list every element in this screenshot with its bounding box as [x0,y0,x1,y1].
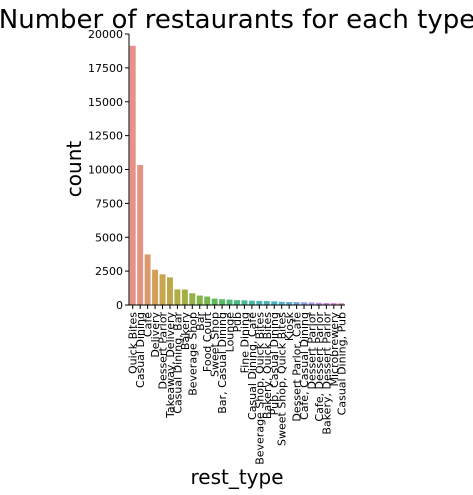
bar [308,302,315,305]
bar [204,296,211,305]
bar [271,301,278,305]
x-tick-label: Dessert Parlor [157,312,170,390]
x-tick-label: Sweet Shop, Quick Bites [276,312,289,446]
x-tick-label: Food Court [201,311,214,372]
x-tick-label: Pub, Casual Dining [268,312,281,415]
bar [330,303,337,305]
x-tick-label: Microbrewery [328,312,341,387]
bar [159,274,166,305]
x-tick-label: Fine Dining [238,312,251,373]
x-tick-label: Dessert Parlor [305,312,318,390]
x-tick-label: Bakery, Dessert Parlor [320,312,333,435]
bar [315,302,322,305]
x-tick-label: Casual Dining, Bar [171,312,184,414]
y-tick-label: 5000 [95,231,123,244]
y-tick-label: 2500 [95,265,123,278]
x-tick-label: Bar [194,312,207,331]
bar [241,300,248,305]
x-tick-label: Casual Dining, Cafe [246,312,259,420]
x-axis-label: rest_type [190,465,283,489]
bar [301,302,308,305]
bar [189,293,196,305]
bar [196,295,203,305]
y-tick-label: 17500 [88,62,123,75]
chart-title: Number of restaurants for each type [0,5,473,35]
bar [323,302,330,305]
bar [226,299,233,305]
bar [152,269,159,305]
y-tick-label: 0 [116,299,123,312]
bar [166,277,173,305]
bar [263,301,270,305]
bar [256,300,263,305]
bar [293,302,300,305]
bar [286,302,293,305]
x-tick-label: Beverage Shop, Quick Bites [253,312,266,465]
bar [144,254,151,305]
y-tick-label: 10000 [88,164,123,177]
x-tick-label: Delivery [149,312,162,358]
x-tick-label: Casual Dining, Pub [335,312,348,415]
x-tick-label: Beverage Shop [186,312,199,396]
y-tick-label: 12500 [88,130,123,143]
bar [219,299,226,305]
bar [234,300,240,305]
x-tick-label: Cafe, Casual Dining [298,312,311,420]
x-tick-label: Takeaway, Delivery [164,312,177,420]
plot-area: 0 2500 5000 7500 10000 12500 15000 17500 20000 Qu… [88,28,348,465]
x-tick-label: Lounge [224,312,237,353]
x-tick-label: Kiosk [283,311,296,341]
x-tick-label: Cafe, Dessert Parlor [313,312,326,422]
bar [137,165,144,305]
x-tick-label: Bakery, Quick Bites [261,312,274,419]
bar [211,298,218,305]
bar [278,301,285,305]
y-tick-label: 7500 [95,197,123,210]
y-tick-label: 15000 [88,96,123,109]
x-tick-label: Sweet Shop [209,312,222,377]
x-tick-label: Pub [231,312,244,332]
bar [338,303,345,305]
y-tick-label: 20000 [88,28,123,41]
y-axis-label: count [62,141,86,198]
x-tick-label: Bar, Casual Dining [216,312,229,414]
x-tick-label: Cafe [142,312,155,337]
bar [174,289,181,305]
x-tick-label: Quick Bites [127,312,140,374]
bar [181,289,188,305]
bar [129,45,136,305]
x-tick-label: Dessert Parlor, Cafe [291,312,304,422]
x-tick-label: Casual Dining [134,312,147,388]
x-tick-label: Bakery [179,312,192,351]
bar [248,300,255,305]
